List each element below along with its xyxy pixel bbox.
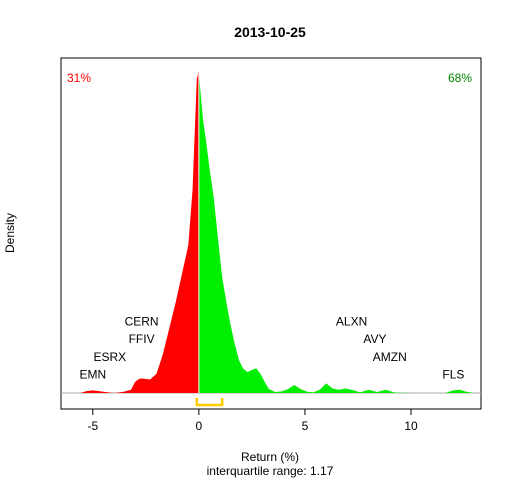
positive-return-area <box>198 72 475 393</box>
x-axis-ticks: -5 0 5 10 <box>87 409 418 433</box>
iqr-subtitle: interquartile range: 1.17 <box>207 464 334 478</box>
negative-return-area <box>71 72 199 393</box>
stock-label-esrx: ESRX <box>93 350 126 364</box>
positive-share-label: 68% <box>448 71 472 85</box>
stock-label-emn: EMN <box>79 368 106 382</box>
stock-label-fls: FLS <box>442 368 464 382</box>
x-axis-label: Return (%) <box>241 450 299 464</box>
negative-share-label: 31% <box>67 71 91 85</box>
x-tick-label: 0 <box>196 419 203 433</box>
y-axis-label: Density <box>3 213 17 253</box>
iqr-bracket <box>195 398 224 407</box>
x-tick-label: -5 <box>87 419 98 433</box>
x-tick-label: 10 <box>404 419 418 433</box>
stock-label-ffiv: FFIV <box>129 332 155 346</box>
density-layer <box>71 72 475 393</box>
iqr-bracket-line <box>195 398 224 407</box>
stock-label-avy: AVY <box>363 332 386 346</box>
chart-title: 2013-10-25 <box>234 24 306 40</box>
stock-label-cern: CERN <box>125 315 159 329</box>
x-tick-label: 5 <box>302 419 309 433</box>
stock-label-alxn: ALXN <box>336 315 367 329</box>
stock-label-amzn: AMZN <box>373 350 407 364</box>
